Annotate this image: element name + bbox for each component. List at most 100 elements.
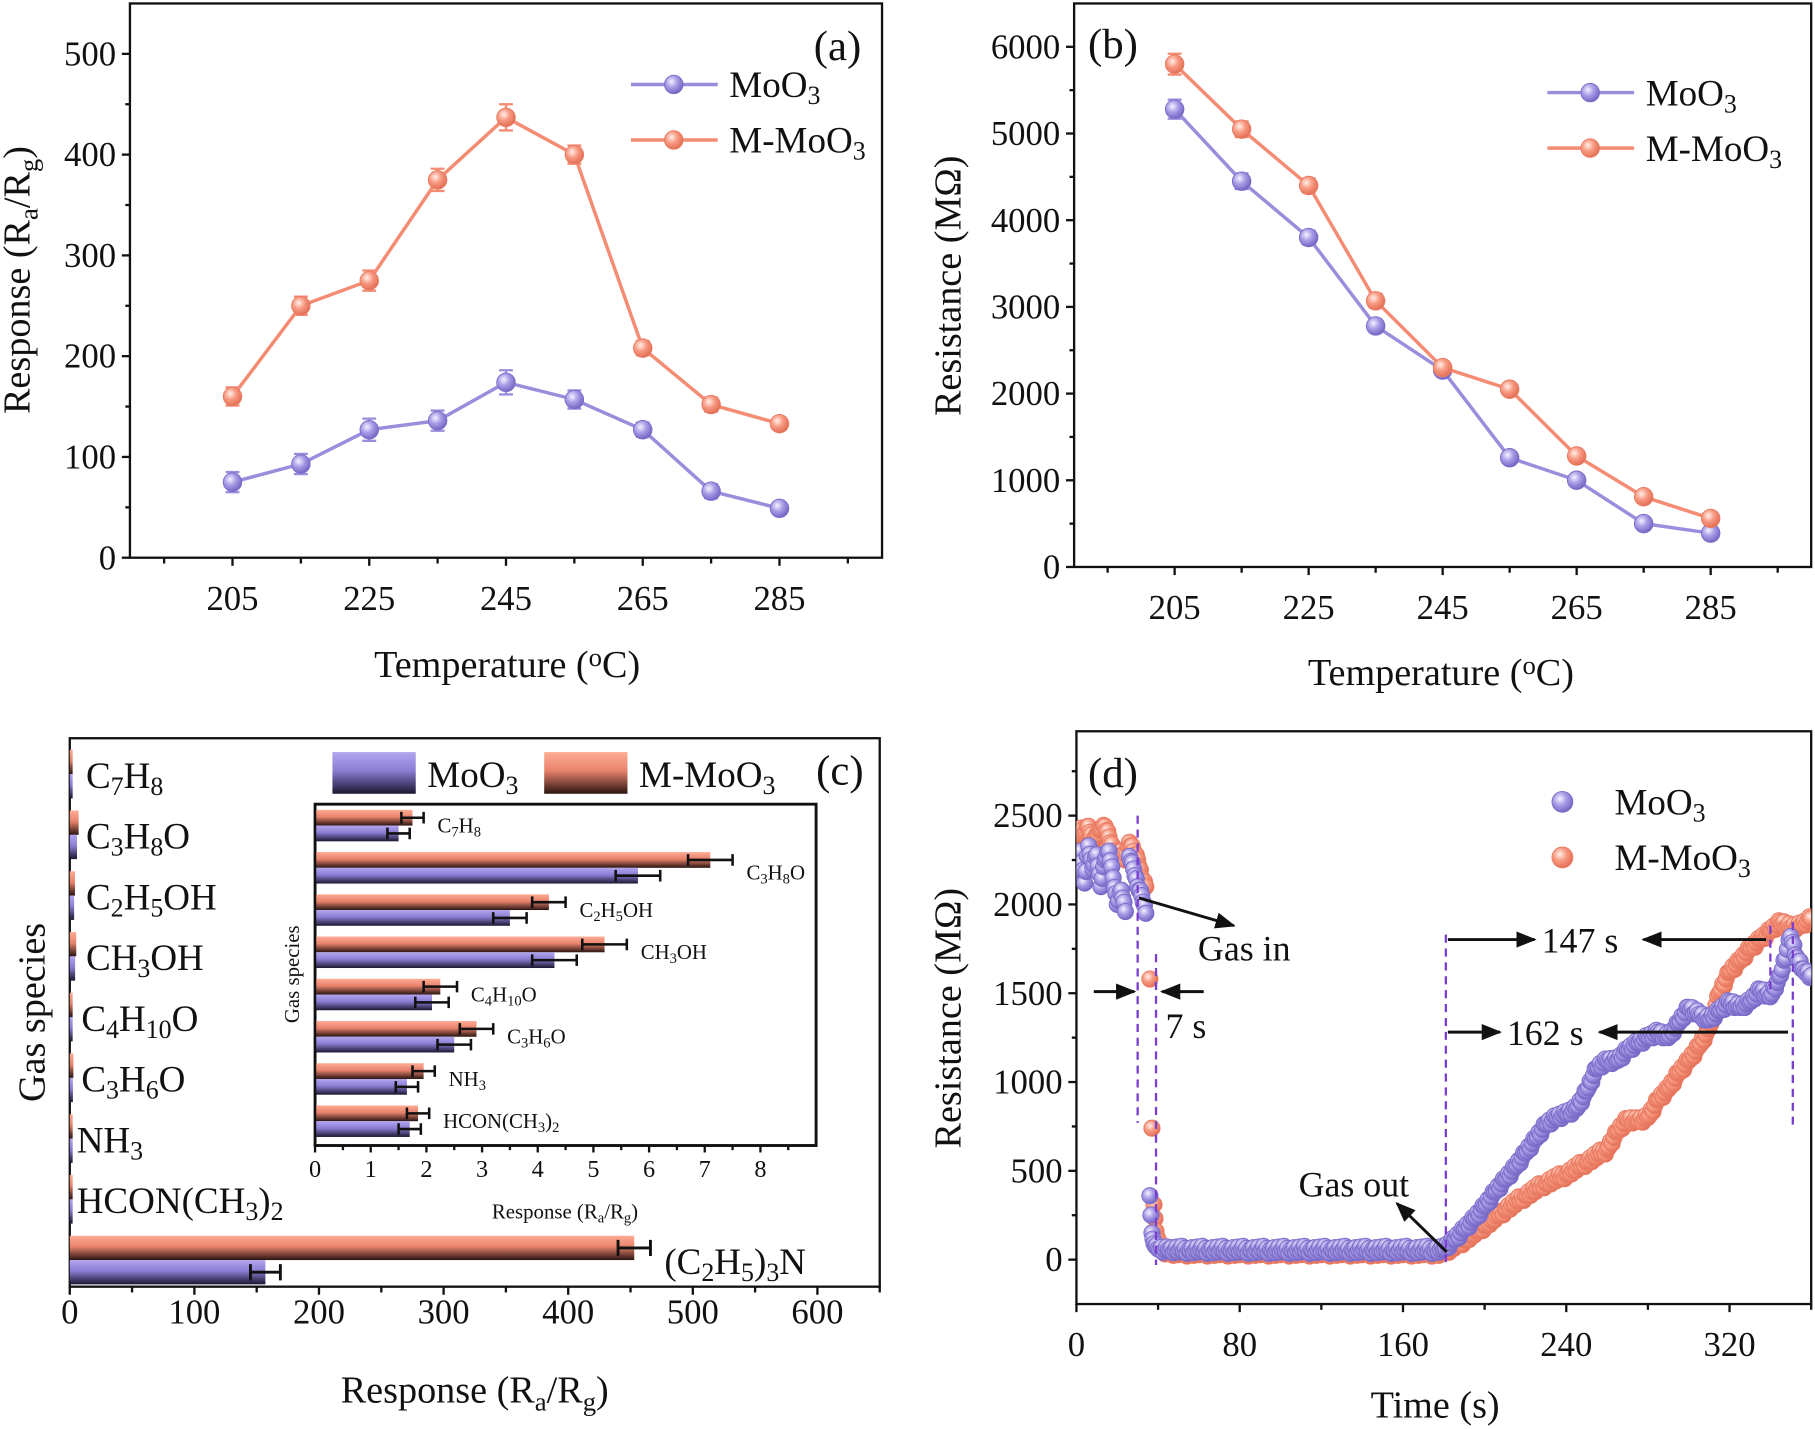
legend-label: M-MoO3 [1646, 129, 1782, 174]
legend-label: MoO3 [1646, 73, 1737, 118]
legend-label: MoO3 [729, 65, 820, 110]
category-label: CH3OH [86, 938, 204, 983]
inset-bar [316, 809, 413, 826]
y-tick-label: 0 [99, 538, 116, 577]
bar [69, 992, 73, 1018]
data-point [564, 389, 585, 410]
data-point [1566, 470, 1587, 490]
data-point [1137, 904, 1155, 922]
inset-x-tick-label: 0 [309, 1156, 321, 1183]
x-tick-label: 205 [206, 579, 258, 618]
data-point [496, 107, 516, 128]
data-point [1143, 1119, 1161, 1137]
bar [69, 1138, 73, 1163]
y-tick-label: 400 [64, 135, 116, 174]
data-point [427, 410, 448, 431]
legend-marker [1551, 790, 1574, 813]
data-point [633, 420, 653, 440]
x-tick-label: 205 [1149, 588, 1201, 627]
inset-category-label: C3H6O [507, 1025, 566, 1052]
bar [69, 871, 76, 896]
inset-error-bar [400, 811, 425, 824]
data-point [1633, 487, 1654, 507]
data-point [496, 372, 516, 393]
y-tick-label: 1000 [991, 461, 1060, 500]
plot-frame [1075, 730, 1813, 1306]
legend-label: M-MoO3 [639, 755, 775, 800]
y-tick-label: 200 [64, 337, 116, 376]
y-axis-label: Response (Ra/Rg) [0, 146, 43, 414]
bar [69, 749, 73, 775]
x-tick-label: 160 [1377, 1325, 1429, 1364]
y-tick-label: 2000 [993, 885, 1062, 924]
annotation-arrow [1395, 1201, 1448, 1254]
inset-x-tick-label: 1 [365, 1156, 377, 1183]
inset-bar [316, 867, 638, 884]
data-point [1164, 54, 1185, 74]
y-tick-label: 0 [1045, 1240, 1062, 1279]
y-tick-label: 500 [1010, 1151, 1062, 1190]
x-tick-label: 285 [753, 579, 805, 618]
inset-bar [316, 936, 605, 953]
inset-category-label: C3H8O [746, 860, 805, 887]
bar [69, 1053, 74, 1078]
data-point [1566, 446, 1587, 466]
y-tick-label: 1500 [993, 974, 1062, 1013]
bar [69, 810, 79, 835]
y-tick-label: 2500 [993, 796, 1062, 835]
error-bar [249, 1264, 282, 1281]
category-label: C2H5OH [86, 877, 217, 922]
x-axis-label: Response (Ra/Rg) [341, 1369, 609, 1416]
x-tick-label: 265 [617, 579, 669, 618]
inset-x-tick-label: 5 [587, 1156, 599, 1183]
legend-marker [664, 130, 684, 150]
inset-bar [316, 1063, 424, 1079]
data-point [222, 386, 243, 407]
data-point [769, 413, 790, 434]
inset-error-bar [491, 912, 528, 924]
inset-error-bar [530, 896, 567, 908]
x-tick-label: 225 [1283, 588, 1335, 627]
data-point [1432, 357, 1453, 378]
inset-x-tick-label: 3 [476, 1156, 488, 1183]
annotation-gas-in: Gas in [1198, 928, 1291, 968]
bar [69, 1175, 73, 1200]
y-tick-label: 500 [64, 34, 116, 73]
y-tick-label: 2000 [991, 374, 1060, 413]
inset-x-tick-label: 7 [699, 1156, 711, 1183]
inset-error-bar [386, 827, 411, 840]
y-tick-label: 5000 [991, 114, 1060, 153]
legend-label: M-MoO3 [1614, 838, 1750, 883]
inset-error-bar [686, 854, 734, 866]
category-label: C3H6O [81, 1060, 185, 1105]
x-tick-label: 265 [1551, 588, 1603, 627]
data-point [359, 270, 379, 291]
category-label: C4H10O [81, 999, 198, 1044]
series-line [232, 380, 780, 511]
inset-bar [316, 825, 399, 842]
legend-label: M-MoO3 [729, 121, 865, 166]
data-point [701, 481, 721, 501]
inset-x-tick-label: 4 [532, 1156, 544, 1183]
y-axis-label: Resistance (MΩ) [928, 888, 970, 1149]
panel-label: (d) [1088, 750, 1138, 797]
data-point [1298, 175, 1319, 196]
x-tick-label: 600 [791, 1293, 843, 1332]
annotation-arrow [1138, 896, 1236, 929]
bar [69, 1077, 73, 1103]
category-label: C7H8 [86, 756, 163, 801]
data-point [1499, 379, 1520, 399]
inset-bar [316, 994, 432, 1011]
x-axis-label: Temperature (oC) [1308, 650, 1574, 694]
inset-category-label: NH3 [449, 1067, 486, 1094]
bar [69, 774, 73, 799]
x-axis-label: Time (s) [1371, 1384, 1500, 1426]
panel-label: (a) [814, 23, 862, 70]
inset-category-label: C4H10O [471, 982, 537, 1009]
bar [69, 956, 76, 981]
inset-error-bar [581, 938, 629, 951]
inset-category-label: C7H8 [438, 814, 481, 841]
inset-x-tick-label: 8 [754, 1156, 766, 1183]
y-axis-label: Gas species [11, 923, 53, 1102]
x-tick-label: 300 [418, 1293, 470, 1332]
